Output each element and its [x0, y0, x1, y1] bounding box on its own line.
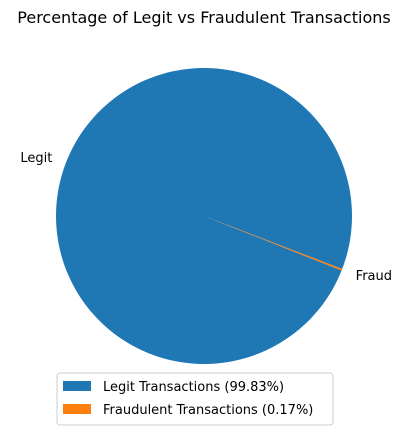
legend-label-fraud: Fraudulent Transactions (0.17%) [103, 403, 313, 418]
legend: Legit Transactions (99.83%) Fraudulent T… [56, 372, 334, 426]
chart-title: Percentage of Legit vs Fraudulent Transa… [17, 8, 390, 27]
pie-label-legit: Legit [20, 151, 52, 166]
legend-swatch-legit [63, 381, 91, 391]
pie-slice-labels: Legit Fraud [20, 151, 392, 284]
pie-slice-legit [55, 68, 352, 365]
pie-label-fraud: Fraud [356, 269, 392, 284]
pie-slices [55, 68, 352, 365]
legend-label-legit: Legit Transactions (99.83%) [103, 380, 284, 395]
pie-slice-fraud [204, 216, 343, 271]
legend-frame [56, 372, 334, 426]
legend-swatch-fraud [63, 404, 91, 414]
